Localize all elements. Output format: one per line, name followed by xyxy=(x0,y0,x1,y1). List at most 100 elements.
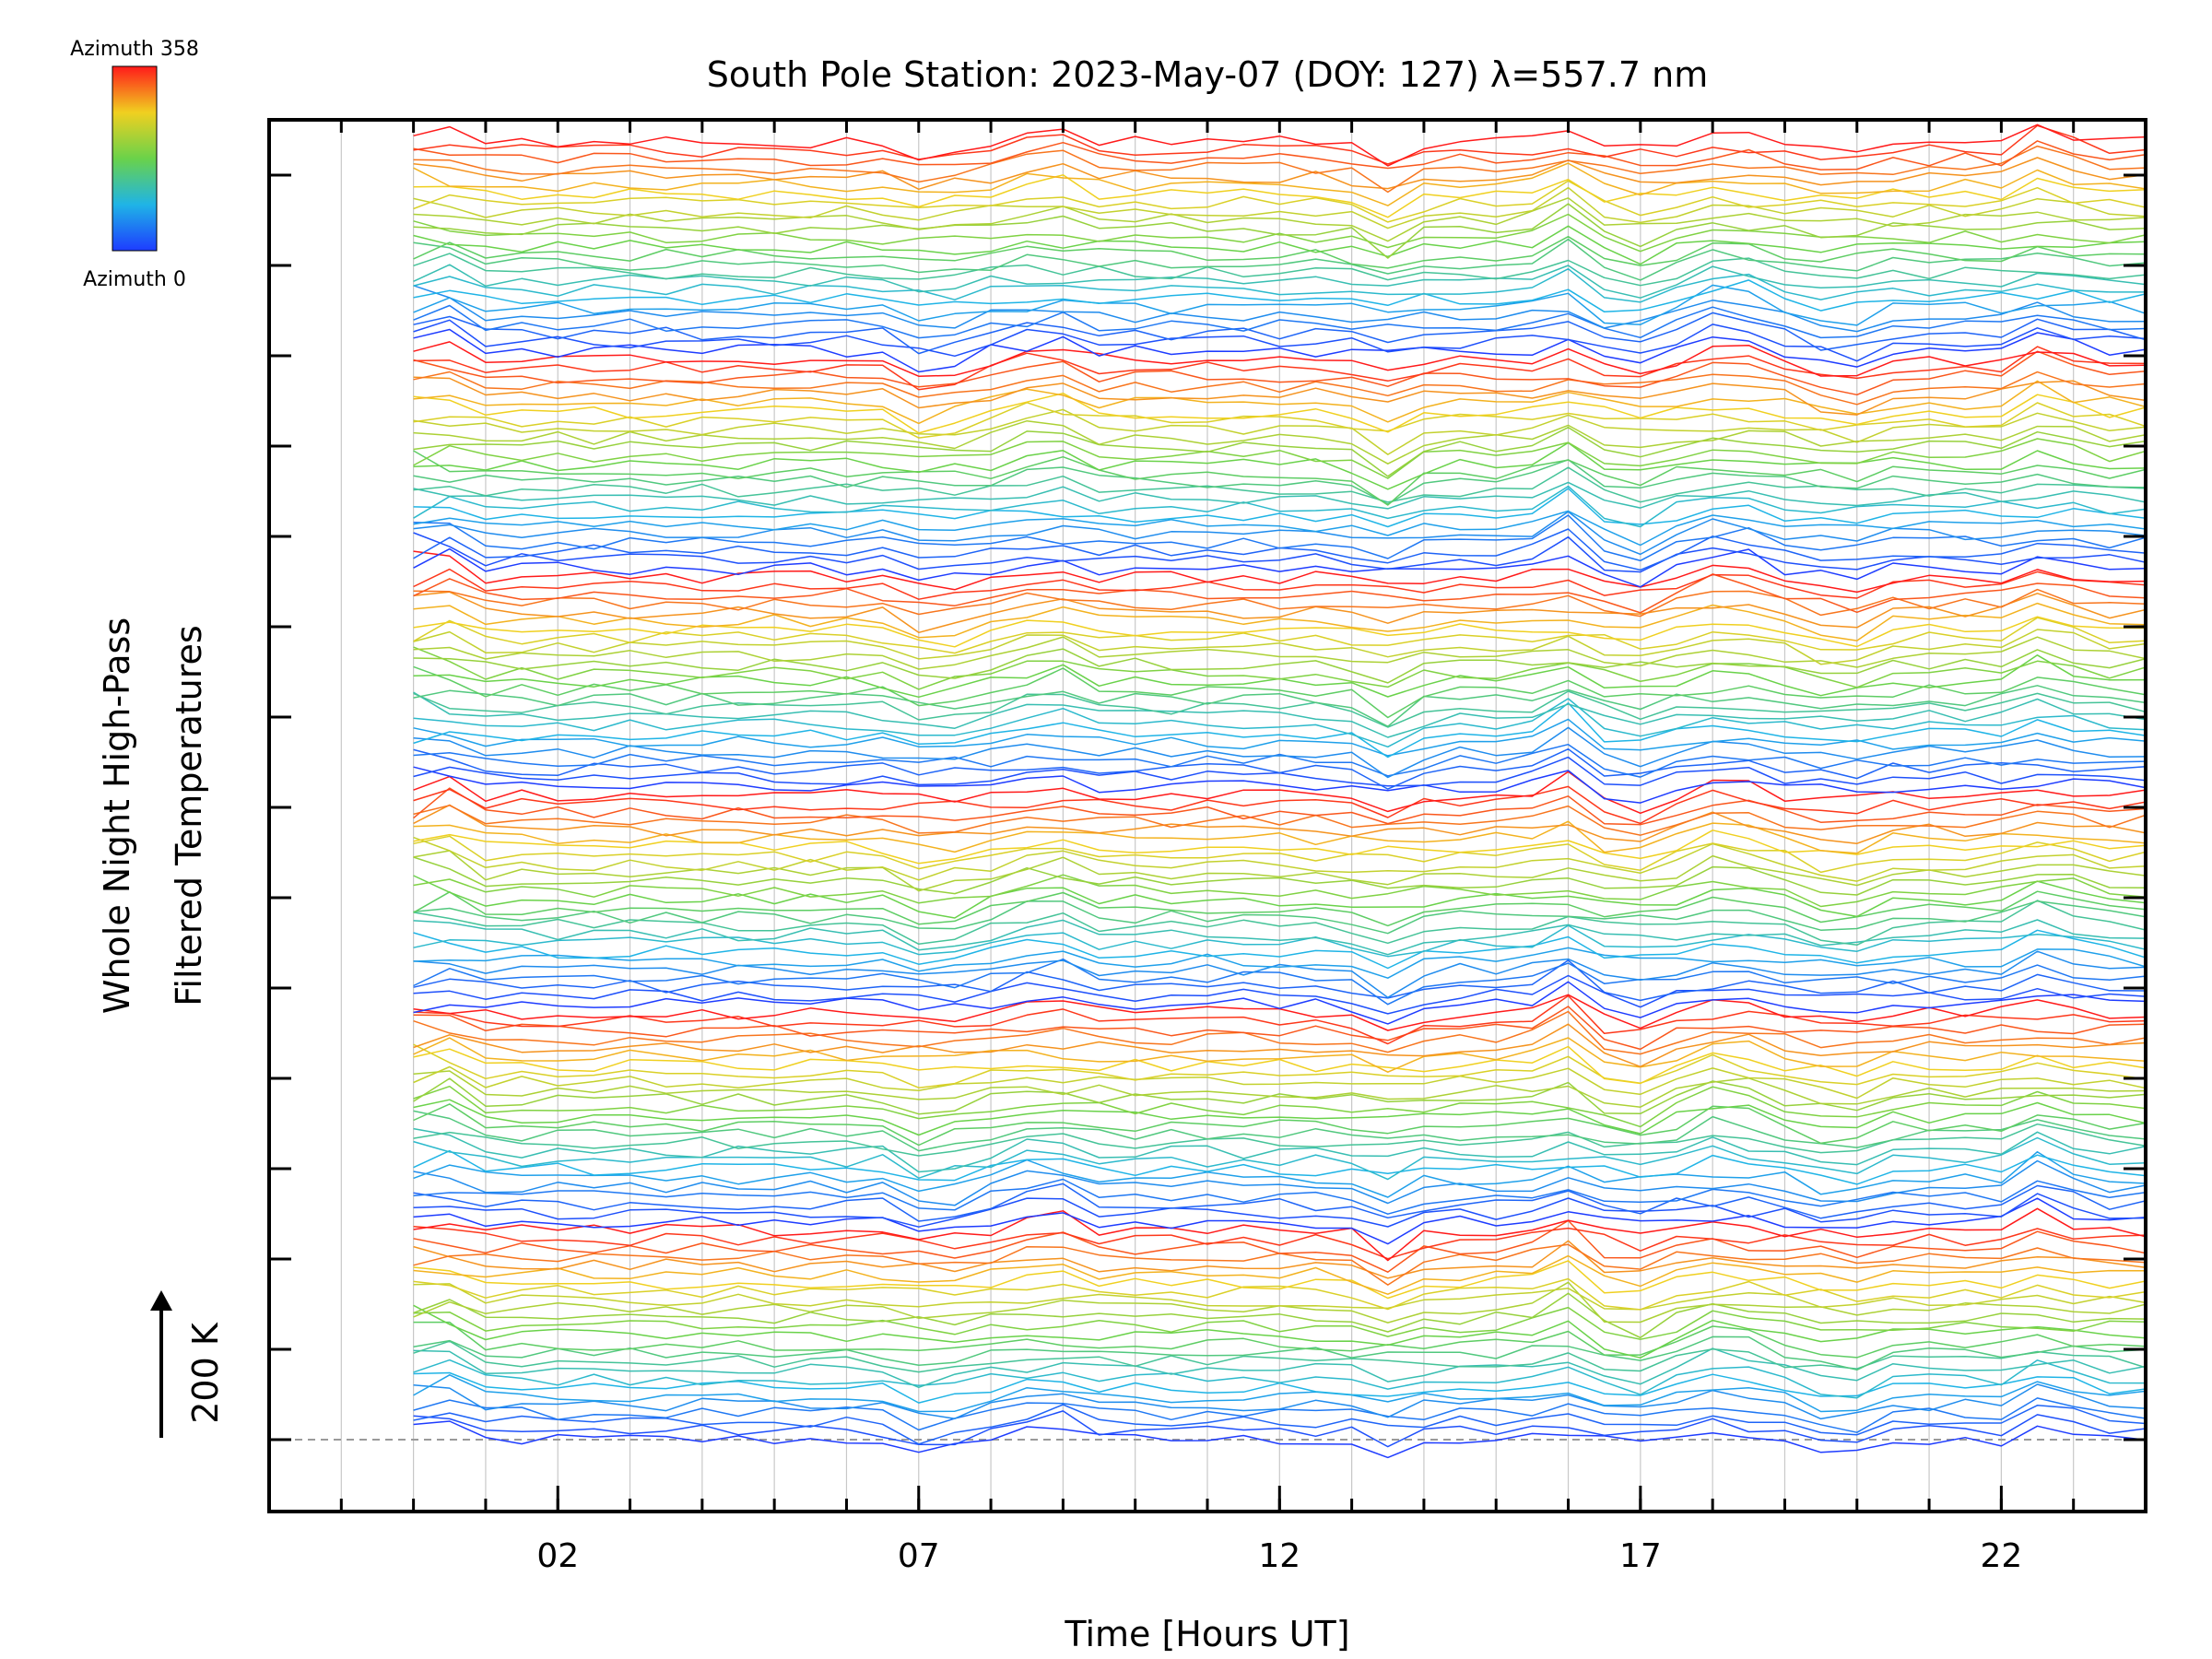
series-line xyxy=(413,459,2146,505)
series-line xyxy=(413,698,2146,748)
series-line xyxy=(413,1321,2146,1359)
series-line xyxy=(413,1207,2146,1262)
series-line xyxy=(413,1123,2146,1157)
series-line xyxy=(413,1037,2146,1073)
series-line xyxy=(413,947,2146,979)
x-tick-label: 07 xyxy=(898,1537,940,1575)
series-line xyxy=(413,1070,2146,1108)
series-line xyxy=(413,203,2146,259)
series-line xyxy=(413,1077,2146,1115)
x-tick-label: 12 xyxy=(1258,1537,1300,1575)
series-line xyxy=(413,924,2146,958)
series-line xyxy=(413,1383,2146,1420)
series-group xyxy=(413,124,2146,1459)
series-line xyxy=(413,408,2146,455)
legend-bottom-label: Azimuth 0 xyxy=(83,268,186,291)
series-line xyxy=(413,162,2146,206)
series-line xyxy=(413,875,2146,919)
scale-label: 200 K xyxy=(185,1322,226,1424)
series-line xyxy=(413,1043,2146,1088)
series-line xyxy=(413,900,2146,935)
series-line xyxy=(413,785,2146,825)
series-line xyxy=(413,341,2146,377)
series-line xyxy=(413,547,2146,588)
series-line xyxy=(413,180,2146,223)
series-line xyxy=(413,550,2146,594)
series-line xyxy=(413,1359,2146,1399)
series-line xyxy=(413,820,2146,854)
series-line xyxy=(413,1404,2146,1445)
series-line xyxy=(413,805,2146,836)
azimuth-legend: Azimuth 358 Azimuth 0 xyxy=(70,38,199,291)
scale-indicator: 200 K xyxy=(150,1290,226,1438)
series-line xyxy=(413,836,2146,882)
series-line xyxy=(413,1420,2146,1459)
series-line xyxy=(413,481,2146,510)
series-line xyxy=(413,573,2146,614)
series-line xyxy=(413,350,2146,396)
series-line xyxy=(413,267,2146,303)
series-line xyxy=(413,771,2146,815)
series-line xyxy=(413,959,2146,1002)
series-line xyxy=(413,145,2146,194)
series-line xyxy=(413,380,2146,425)
series-line xyxy=(413,1159,2146,1206)
x-axis-label: Time [Hours UT] xyxy=(1064,1614,1349,1654)
series-line xyxy=(413,319,2146,362)
series-line xyxy=(413,253,2146,287)
series-line xyxy=(413,450,2146,506)
x-tick-label: 22 xyxy=(1980,1537,2022,1575)
legend-top-label: Azimuth 358 xyxy=(70,38,199,61)
series-line xyxy=(413,1240,2146,1279)
azimuth-colorbar xyxy=(112,65,158,252)
series-line xyxy=(413,1347,2146,1389)
series-line xyxy=(413,718,2146,757)
series-line xyxy=(413,588,2146,618)
series-line xyxy=(413,485,2146,528)
series-line xyxy=(413,648,2146,684)
series-line xyxy=(413,1099,2146,1136)
series-line xyxy=(413,874,2146,908)
series-line xyxy=(413,1335,2146,1371)
series-line xyxy=(413,850,2146,892)
series-line xyxy=(413,1292,2146,1339)
series-line xyxy=(413,981,2146,1025)
series-line xyxy=(413,238,2146,281)
series-line xyxy=(413,1178,2146,1215)
series-line xyxy=(413,346,2146,391)
series-line xyxy=(413,1226,2146,1260)
series-line xyxy=(413,1219,2146,1273)
series-line xyxy=(413,1283,2146,1311)
grid xyxy=(340,120,2075,1512)
series-line xyxy=(413,304,2146,339)
series-line xyxy=(413,636,2146,670)
series-line xyxy=(413,787,2146,826)
series-line xyxy=(413,766,2146,804)
series-line xyxy=(413,328,2146,373)
series-line xyxy=(413,284,2146,326)
series-line xyxy=(413,691,2146,738)
series-line xyxy=(413,371,2146,406)
series-line xyxy=(413,124,2146,165)
series-line xyxy=(413,438,2146,479)
series-line xyxy=(413,1340,2146,1373)
series-line xyxy=(413,747,2146,790)
series-line xyxy=(413,140,2146,171)
series-line xyxy=(413,1304,2146,1359)
series-line xyxy=(413,629,2146,665)
series-line xyxy=(413,1045,2146,1085)
series-line xyxy=(413,958,2146,1006)
series-line xyxy=(413,1193,2146,1228)
y-axis-ticks xyxy=(269,173,2146,1441)
series-line xyxy=(413,466,2146,503)
series-line xyxy=(413,376,2146,416)
series-line xyxy=(413,591,2146,634)
scale-arrow-head xyxy=(150,1290,172,1311)
series-line xyxy=(413,488,2146,528)
series-line xyxy=(413,124,2146,167)
series-line xyxy=(413,743,2146,778)
series-line xyxy=(413,1260,2146,1300)
series-line xyxy=(413,1182,2146,1222)
x-axis-ticks: 02 07 12 17 22 xyxy=(339,120,2076,1575)
